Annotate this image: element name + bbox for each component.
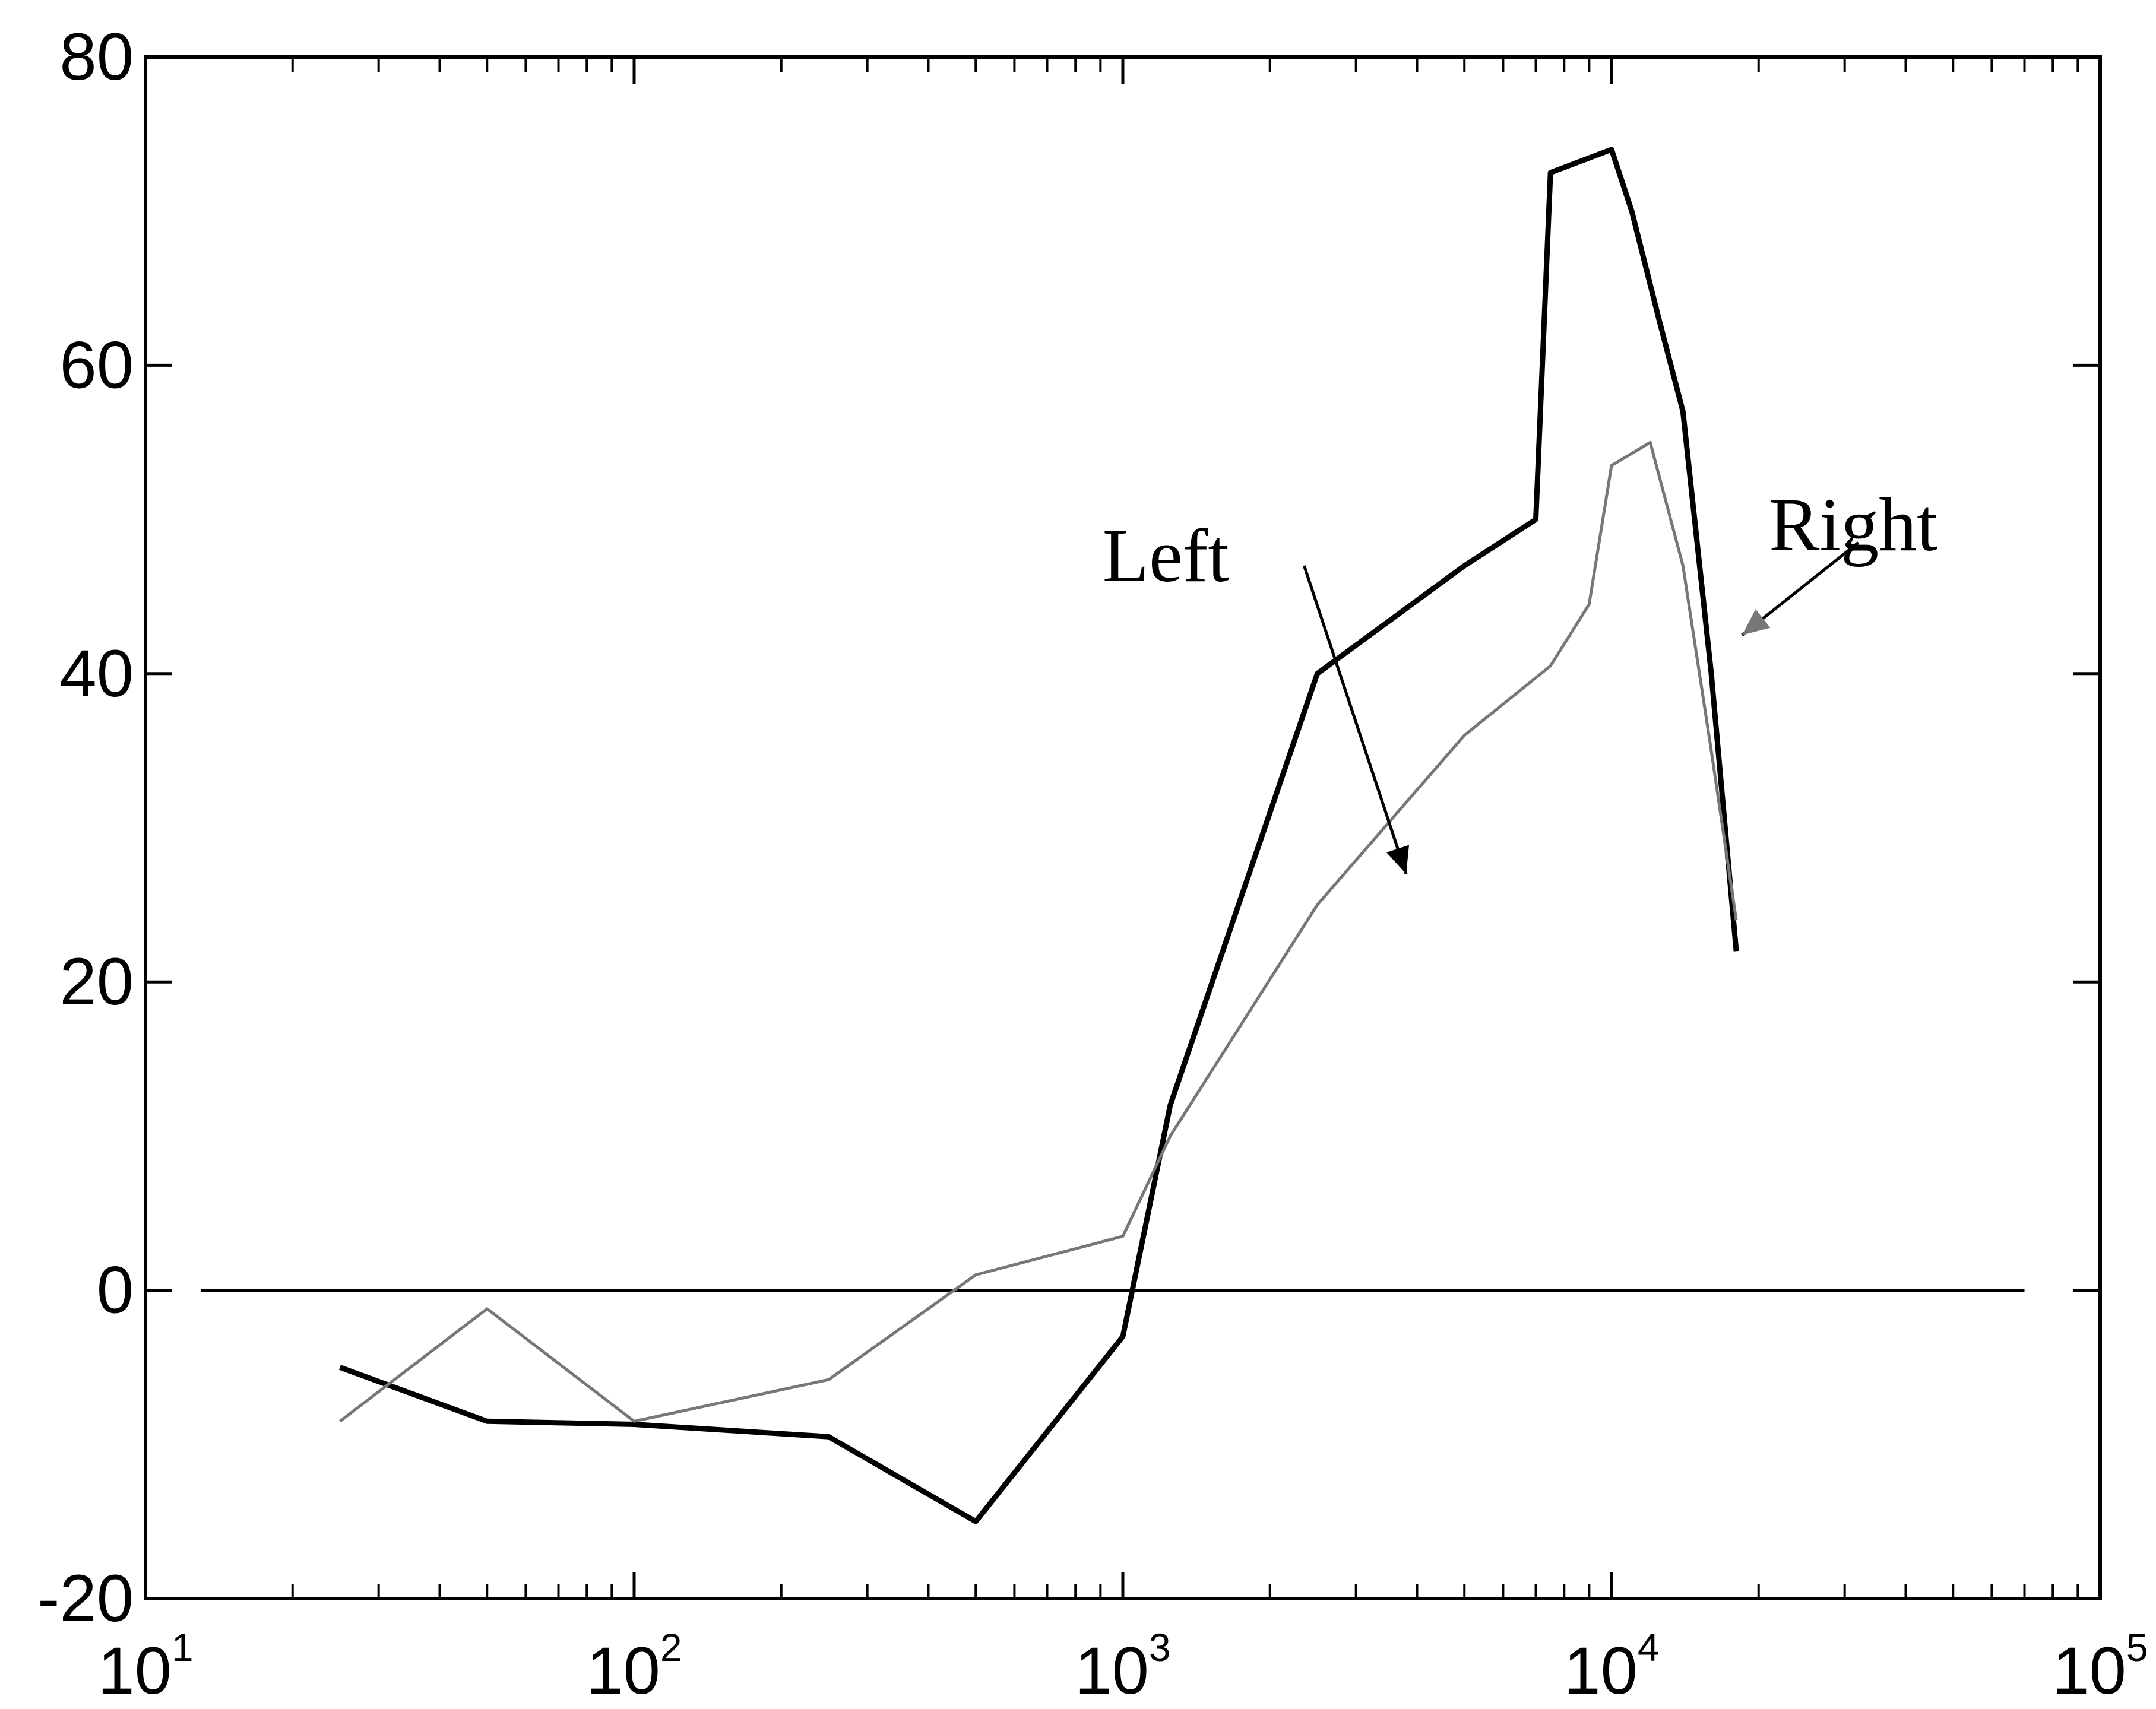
x-tick-label: 101 <box>97 1625 193 1708</box>
x-axis: 101 102 103 104 105 <box>97 57 2148 1708</box>
x-tick-label: 105 <box>2052 1625 2148 1708</box>
y-tick-label: 40 <box>59 636 134 711</box>
series-line-right <box>338 440 1738 1423</box>
annotation-arrow-left <box>1303 565 1410 875</box>
series-label-left: Left <box>1103 513 1229 598</box>
y-tick-label: 80 <box>59 20 134 94</box>
y-axis: 80 60 40 20 0 -20 <box>37 20 2100 1635</box>
annotations-group: Left Right <box>1103 483 1938 875</box>
series-label-right: Right <box>1769 483 1938 567</box>
series-group <box>338 147 1739 1524</box>
y-tick-label: 60 <box>59 328 134 402</box>
series-line-left <box>338 147 1739 1524</box>
y-tick-label: 20 <box>59 944 134 1019</box>
y-tick-label: -20 <box>37 1561 134 1635</box>
x-tick-label: 102 <box>586 1625 682 1708</box>
plot-frame <box>144 55 2102 1600</box>
annotation-arrow-right <box>1741 541 1860 636</box>
x-tick-label: 104 <box>1563 1625 1659 1708</box>
x-tick-label: 103 <box>1075 1625 1170 1708</box>
y-tick-label: 0 <box>97 1253 134 1327</box>
